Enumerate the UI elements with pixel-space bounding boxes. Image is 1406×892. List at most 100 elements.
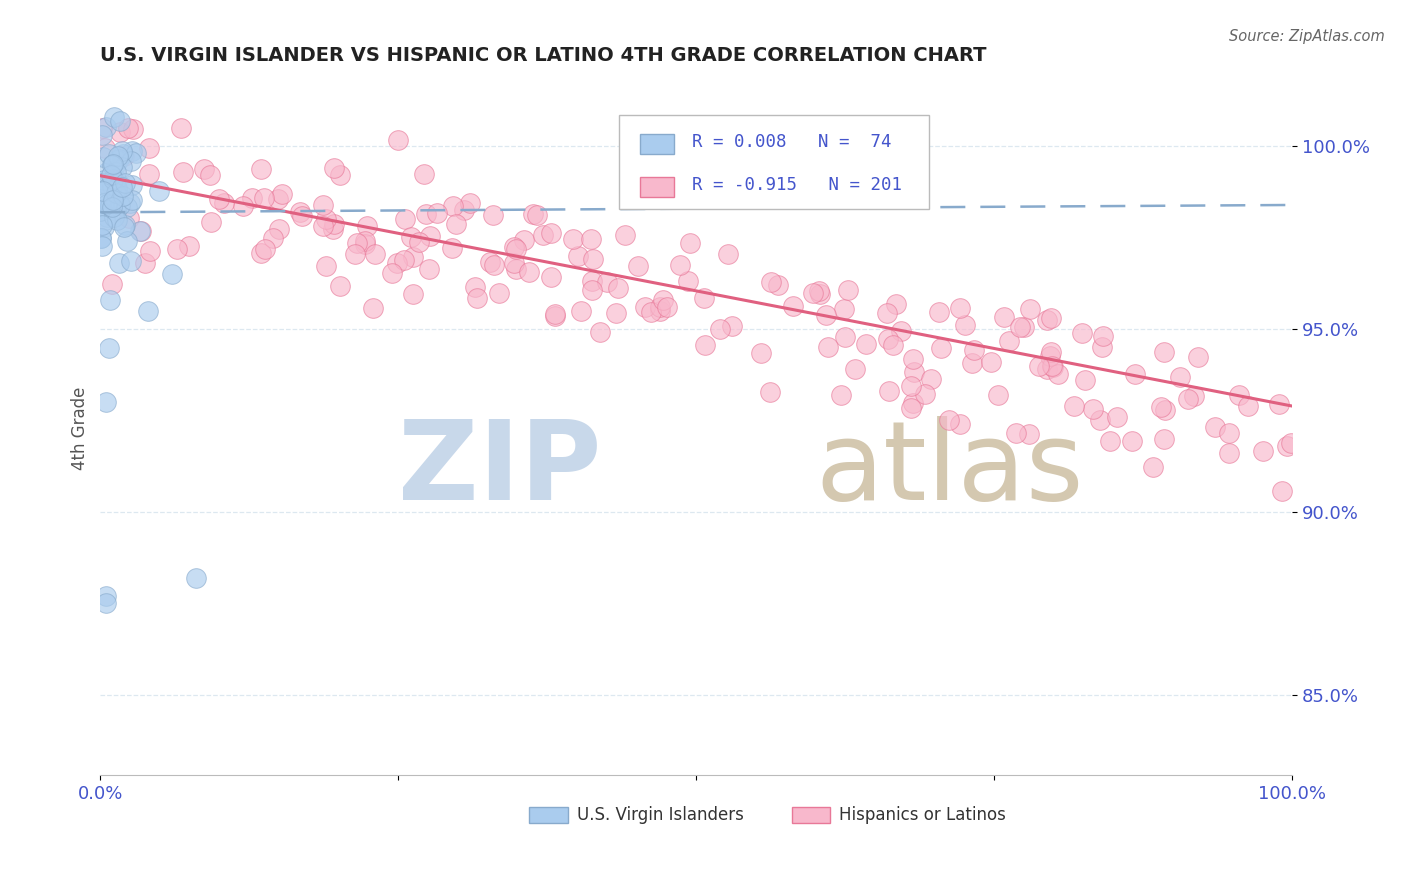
Point (1218, 425, 1240, 440)
Point (1081, 401, 1104, 416)
Point (605, 306, 627, 320)
Point (120, 253, 142, 268)
Point (1204, 420, 1226, 434)
Point (312, 198, 335, 212)
Text: R = 0.008   N =  74: R = 0.008 N = 74 (692, 133, 891, 151)
Point (96, 589, 118, 603)
Point (408, 235, 430, 249)
Point (105, 153, 128, 167)
Point (343, 247, 366, 261)
Point (882, 337, 904, 351)
Text: atlas: atlas (815, 417, 1084, 524)
Point (90, 231, 112, 245)
Point (655, 300, 678, 314)
Point (105, 181, 128, 195)
Point (322, 222, 344, 236)
Point (582, 252, 605, 266)
Point (716, 246, 738, 260)
Point (253, 242, 276, 256)
Point (96, 395, 118, 409)
Point (581, 274, 603, 288)
Point (114, 218, 136, 232)
Point (315, 259, 337, 273)
Point (980, 355, 1002, 369)
Point (107, 149, 129, 163)
Point (100, 168, 122, 182)
Point (1107, 409, 1129, 424)
Point (101, 277, 124, 292)
Point (91, 176, 114, 190)
Point (93, 219, 115, 234)
Point (1012, 320, 1035, 334)
Point (1275, 439, 1298, 453)
Point (315, 211, 337, 226)
Point (540, 270, 562, 285)
Point (814, 309, 837, 323)
Point (172, 164, 194, 178)
Point (139, 244, 162, 259)
Point (97, 341, 120, 355)
Point (104, 175, 127, 189)
Point (101, 158, 124, 172)
Point (96, 597, 118, 611)
Point (1218, 446, 1240, 460)
Point (709, 322, 731, 336)
Point (267, 222, 290, 236)
Point (1004, 426, 1026, 441)
Point (1182, 389, 1205, 403)
Point (329, 168, 352, 182)
Point (121, 145, 143, 159)
Point (402, 250, 425, 264)
Point (928, 304, 950, 318)
Text: Hispanics or Latinos: Hispanics or Latinos (839, 806, 1007, 824)
Point (104, 172, 127, 186)
Point (997, 334, 1019, 349)
Point (465, 291, 488, 305)
Point (1070, 326, 1092, 340)
Point (877, 384, 900, 398)
Point (160, 268, 183, 282)
Point (346, 236, 368, 251)
Point (526, 208, 548, 222)
Point (503, 240, 526, 254)
Point (522, 207, 544, 221)
Point (129, 223, 152, 237)
Point (1142, 459, 1164, 474)
Y-axis label: 4th Grade: 4th Grade (72, 386, 89, 470)
Point (544, 307, 567, 321)
Point (938, 413, 960, 427)
Point (232, 199, 254, 213)
Point (208, 192, 231, 206)
Point (503, 256, 526, 270)
Point (648, 304, 671, 318)
Point (105, 157, 128, 171)
Point (129, 224, 152, 238)
Point (505, 242, 527, 256)
Point (98, 293, 121, 307)
Point (103, 172, 125, 186)
Point (505, 262, 527, 277)
Point (101, 200, 124, 214)
Point (93, 173, 115, 187)
Point (394, 212, 416, 227)
Point (1018, 302, 1040, 317)
Point (108, 255, 131, 269)
Point (105, 213, 128, 227)
Point (136, 304, 159, 318)
Point (844, 362, 866, 376)
Point (419, 229, 441, 244)
Point (200, 215, 222, 229)
Point (91, 239, 114, 253)
Point (482, 208, 505, 222)
Point (540, 226, 562, 240)
Point (262, 230, 284, 244)
Point (101, 178, 124, 193)
Point (1268, 397, 1291, 411)
Point (121, 153, 143, 168)
Point (90, 218, 112, 232)
Point (117, 211, 139, 225)
Bar (640, 178, 673, 196)
Point (531, 228, 554, 243)
Point (987, 387, 1010, 401)
Point (89, 204, 111, 219)
